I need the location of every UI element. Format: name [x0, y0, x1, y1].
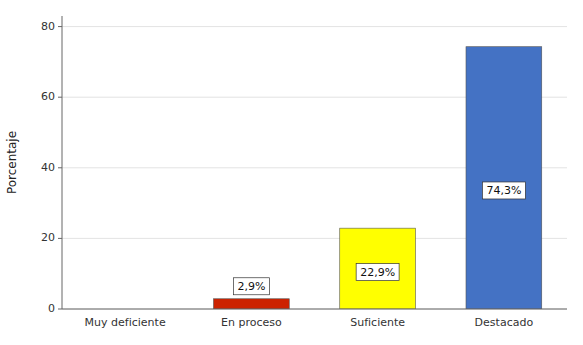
y-tick-label: 80: [41, 20, 55, 33]
data-label-box: [482, 182, 525, 199]
data-labels: 2,9% 22,9% 74,3%: [233, 182, 525, 295]
data-label-text: 2,9%: [237, 280, 265, 293]
bar: [340, 228, 416, 309]
chart: 0 20 40 60 80 Muy deficiente En proceso Suficie…: [0, 0, 583, 345]
y-tick-label: 60: [41, 90, 55, 103]
data-label-text: 22,9%: [360, 266, 395, 279]
bar: [466, 47, 542, 309]
y-tick-label: 20: [41, 231, 55, 244]
data-label: 22,9%: [356, 264, 399, 281]
data-label-box: [356, 264, 399, 281]
y-axis-label: Porcentaje: [5, 131, 19, 194]
x-tick-label: Destacado: [475, 316, 534, 329]
grid-line: [62, 26, 567, 27]
data-label: 74,3%: [482, 182, 525, 199]
data-label-box: [233, 278, 269, 295]
y-tick: [58, 238, 62, 239]
grid: [62, 27, 567, 309]
data-label: 2,9%: [233, 278, 269, 295]
y-tick-label: 0: [48, 302, 55, 315]
data-label-text: 74,3%: [486, 184, 521, 197]
x-tick-label: Suficiente: [350, 316, 405, 329]
x-tick-label: Muy deficiente: [85, 316, 166, 329]
y-tick-label: 40: [41, 161, 55, 174]
y-tick: [58, 97, 62, 98]
y-axis: [62, 16, 63, 309]
bars: [214, 47, 542, 309]
y-tick: [58, 26, 62, 27]
y-tick: [58, 309, 62, 310]
x-axis: [62, 309, 567, 310]
y-tick: [58, 167, 62, 168]
grid-line: [62, 309, 567, 310]
x-tick-label: En proceso: [221, 316, 282, 329]
bar: [214, 299, 290, 309]
